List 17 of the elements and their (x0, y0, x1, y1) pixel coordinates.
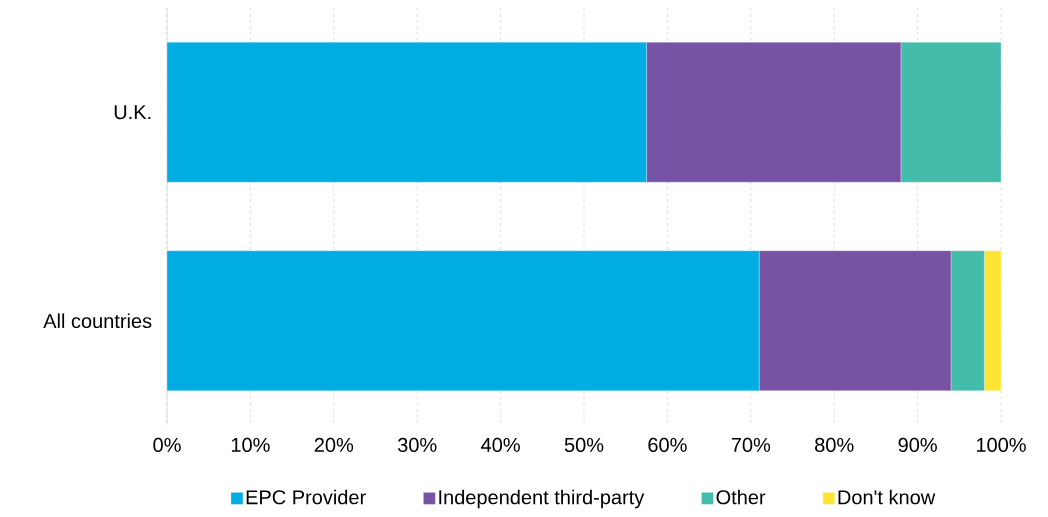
legend-label: Don't know (838, 489, 936, 505)
y-tick-label: All countries (43, 313, 152, 329)
x-tick-label: 90% (898, 437, 937, 453)
legend-label: Other (716, 489, 766, 505)
x-tick-label: 30% (397, 437, 437, 453)
x-tick-label: 60% (648, 437, 687, 453)
y-tick-label: U.K. (114, 105, 151, 120)
x-tick-label: 100% (976, 437, 1026, 453)
legend-label: EPC Provider (246, 489, 366, 505)
x-tick-label: 20% (314, 437, 354, 453)
legend-label: Independent third-party (439, 489, 645, 509)
x-tick-label: 50% (564, 437, 604, 453)
x-tick-label: 0% (153, 437, 181, 453)
x-tick-label: 80% (815, 437, 854, 453)
x-tick-label: 10% (231, 437, 270, 453)
x-tick-label: 70% (731, 437, 771, 453)
x-tick-label: 40% (481, 437, 520, 453)
